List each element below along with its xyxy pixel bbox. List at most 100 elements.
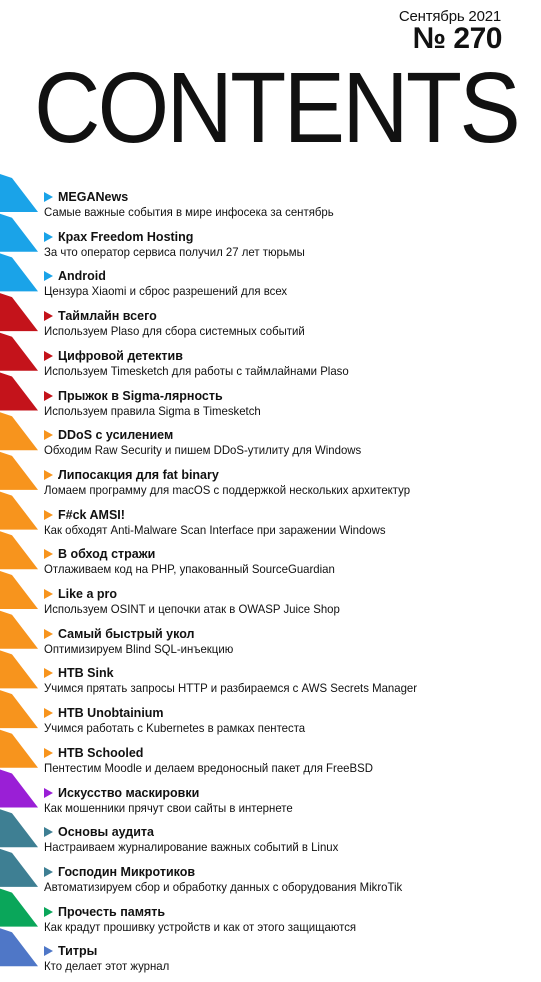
toc-entry-title-text: HTB Unobtainium <box>58 706 164 721</box>
toc-entry-title-text: Прочесть память <box>58 904 166 919</box>
toc-entry-title[interactable]: Таймлайн всего <box>44 307 157 325</box>
triangle-bullet-icon <box>44 549 53 560</box>
toc-entry[interactable]: Like a pro Используем OSINT и цепочки ата… <box>44 585 524 625</box>
toc-entry-subtitle: Используем Plaso для сбора системных соб… <box>44 324 305 339</box>
stripe-blue <box>0 174 38 212</box>
toc-entry[interactable]: F#ck AMSI! Как обходят Anti-Malware Scan … <box>44 506 524 546</box>
triangle-bullet-icon <box>44 708 53 719</box>
toc-entry-title-text: Липосакция для fat binary <box>58 467 219 482</box>
toc-entry-title[interactable]: Прыжок в Sigma-лярность <box>44 387 223 405</box>
toc-entry[interactable]: Таймлайн всего Используем Plaso для сбора… <box>44 307 524 347</box>
stripe-orange <box>0 610 38 649</box>
stripe-orange <box>0 729 38 768</box>
toc-entry-title-text: Титры <box>58 944 98 959</box>
toc-entry-subtitle: За что оператор сервиса получил 27 лет т… <box>44 244 305 259</box>
toc-entry-subtitle: Цензура Xiaomi и сброс разрешений для вс… <box>44 284 288 299</box>
toc-entry-title[interactable]: Господин Микротиков <box>44 863 195 881</box>
toc-entry-title-text: В обход стражи <box>58 547 156 562</box>
toc-entry[interactable]: Прочесть память Как крадут прошивку устро… <box>44 903 524 943</box>
issue-number: № 270 <box>412 22 503 55</box>
toc-entry-title-text: Android <box>58 269 106 284</box>
toc-entry-title[interactable]: MEGANews <box>44 188 128 206</box>
toc-entry-subtitle: Отлаживаем код на PHP, упакованный Sourc… <box>44 562 335 577</box>
triangle-bullet-icon <box>44 589 53 599</box>
toc-entry-subtitle: Обходим Raw Security и пишем DDoS-утилит… <box>44 443 362 458</box>
toc-entry-title-text: F#ck AMSI! <box>58 507 125 522</box>
toc-entry-title[interactable]: Липосакция для fat binary <box>44 466 219 484</box>
toc-entry-title-text: Искусство маскировки <box>58 785 200 800</box>
toc-entry-title-text: Основы аудита <box>58 825 154 840</box>
toc-entry-subtitle: Как крадут прошивку устройств и как от э… <box>44 919 357 934</box>
toc-entry[interactable]: Искусство маскировки Как мошенники прячут… <box>44 784 524 824</box>
triangle-bullet-icon <box>44 827 53 838</box>
toc-entry-title-text: Прыжок в Sigma-лярность <box>58 388 223 403</box>
stripe-blue <box>0 213 38 252</box>
toc-entry[interactable]: Крах Freedom Hosting За что оператор серв… <box>44 228 524 268</box>
stripe-orange <box>0 571 38 609</box>
toc-entry[interactable]: Самый быстрый укол Оптимизируем Blind SQL… <box>44 625 524 665</box>
toc-entry-title[interactable]: Крах Freedom Hosting <box>44 228 193 246</box>
triangle-bullet-icon <box>44 469 53 480</box>
toc-entry[interactable]: Цифровой детектив Используем Timesketch д… <box>44 347 524 387</box>
toc-entry[interactable]: Android Цензура Xiaomi и сброс разрешений… <box>44 267 524 307</box>
stripe-orange <box>0 491 38 530</box>
toc-entry-title[interactable]: DDoS с усилением <box>44 426 173 444</box>
toc-entry[interactable]: Господин Микротиков Автоматизируем сбор и… <box>44 863 524 903</box>
toc-entry-title[interactable]: Титры <box>44 942 97 960</box>
toc-entry-title[interactable]: Android <box>44 267 106 285</box>
toc-entry-title[interactable]: Самый быстрый укол <box>44 625 194 643</box>
stripe-red <box>0 372 38 411</box>
triangle-bullet-icon <box>44 311 53 322</box>
stripe-purple <box>0 769 38 808</box>
toc-entry[interactable]: Липосакция для fat binary Ломаем программ… <box>44 466 524 506</box>
toc-entry[interactable]: HTB Sink Учимся прятать запросы HTTP и ра… <box>44 664 524 704</box>
toc-entry-title[interactable]: F#ck AMSI! <box>44 506 125 524</box>
triangle-bullet-icon <box>44 747 53 758</box>
triangle-bullet-icon <box>44 192 53 202</box>
toc-entry[interactable]: Титры Кто делает этот журнал <box>44 942 524 982</box>
toc-entry-title-text: Крах Freedom Hosting <box>58 229 194 244</box>
triangle-bullet-icon <box>44 787 53 798</box>
toc-entry[interactable]: Прыжок в Sigma-лярность Используем правил… <box>44 387 524 427</box>
toc-entry-subtitle: Используем Timesketch для работы с таймл… <box>44 363 349 378</box>
stripe-orange <box>0 531 38 570</box>
toc-entry[interactable]: HTB Schooled Пентестим Moodle и делаем вр… <box>44 744 524 784</box>
toc-entry-subtitle: Используем OSINT и цепочки атак в OWASP … <box>44 602 340 616</box>
toc-entry-title-text: Цифровой детектив <box>58 348 183 363</box>
stripe-orange <box>0 412 38 451</box>
toc-entry-title-text: DDoS с усилением <box>58 428 174 443</box>
toc-entry-title-text: Господин Микротиков <box>58 864 196 879</box>
toc-entry[interactable]: DDoS с усилением Обходим Raw Security и п… <box>44 426 524 466</box>
triangle-bullet-icon <box>44 271 53 282</box>
toc-entry-title-text: Like a pro <box>58 587 118 601</box>
toc-entry-subtitle: Кто делает этот журнал <box>44 959 170 974</box>
toc-entry-title-text: HTB Schooled <box>58 745 144 760</box>
toc-entry-title[interactable]: Цифровой детектив <box>44 347 183 365</box>
toc-entry-title-text: Самый быстрый укол <box>58 626 195 641</box>
toc-entry-title[interactable]: В обход стражи <box>44 545 155 563</box>
stripe-green <box>0 888 38 927</box>
toc-entry-title[interactable]: Искусство маскировки <box>44 784 199 802</box>
toc-entry-title-text: Таймлайн всего <box>58 309 157 324</box>
triangle-bullet-icon <box>44 866 53 877</box>
toc-entry[interactable]: HTB Unobtainium Учимся работать с Kuberne… <box>44 704 524 744</box>
toc-entry-title[interactable]: HTB Schooled <box>44 744 143 762</box>
stripe-teal <box>0 809 38 848</box>
toc-entry[interactable]: MEGANews Самые важные события в мире инфо… <box>44 188 524 228</box>
toc-entry-title[interactable]: Like a pro <box>44 585 117 603</box>
toc-entry-title[interactable]: HTB Sink <box>44 664 114 682</box>
triangle-bullet-icon <box>44 231 53 242</box>
toc-entry-subtitle: Как мошенники прячут свои сайты в интерн… <box>44 800 293 815</box>
triangle-bullet-icon <box>44 946 53 957</box>
toc-entry[interactable]: В обход стражи Отлаживаем код на PHP, упа… <box>44 545 524 585</box>
toc-entry[interactable]: Основы аудита Настраиваем журналирование … <box>44 823 524 863</box>
toc-entry-title[interactable]: Основы аудита <box>44 823 154 841</box>
stripe-teal <box>0 848 38 887</box>
stripe-orange <box>0 690 38 729</box>
toc-entry-subtitle: Самые важные события в мире инфосека за … <box>44 205 334 219</box>
toc-entry-subtitle: Оптимизируем Blind SQL-инъекцию <box>44 641 234 656</box>
toc-entry-title[interactable]: HTB Unobtainium <box>44 704 164 722</box>
toc-entry-title[interactable]: Прочесть память <box>44 903 165 921</box>
toc-entry-subtitle: Ломаем программу для macOS с поддержкой … <box>44 482 411 497</box>
